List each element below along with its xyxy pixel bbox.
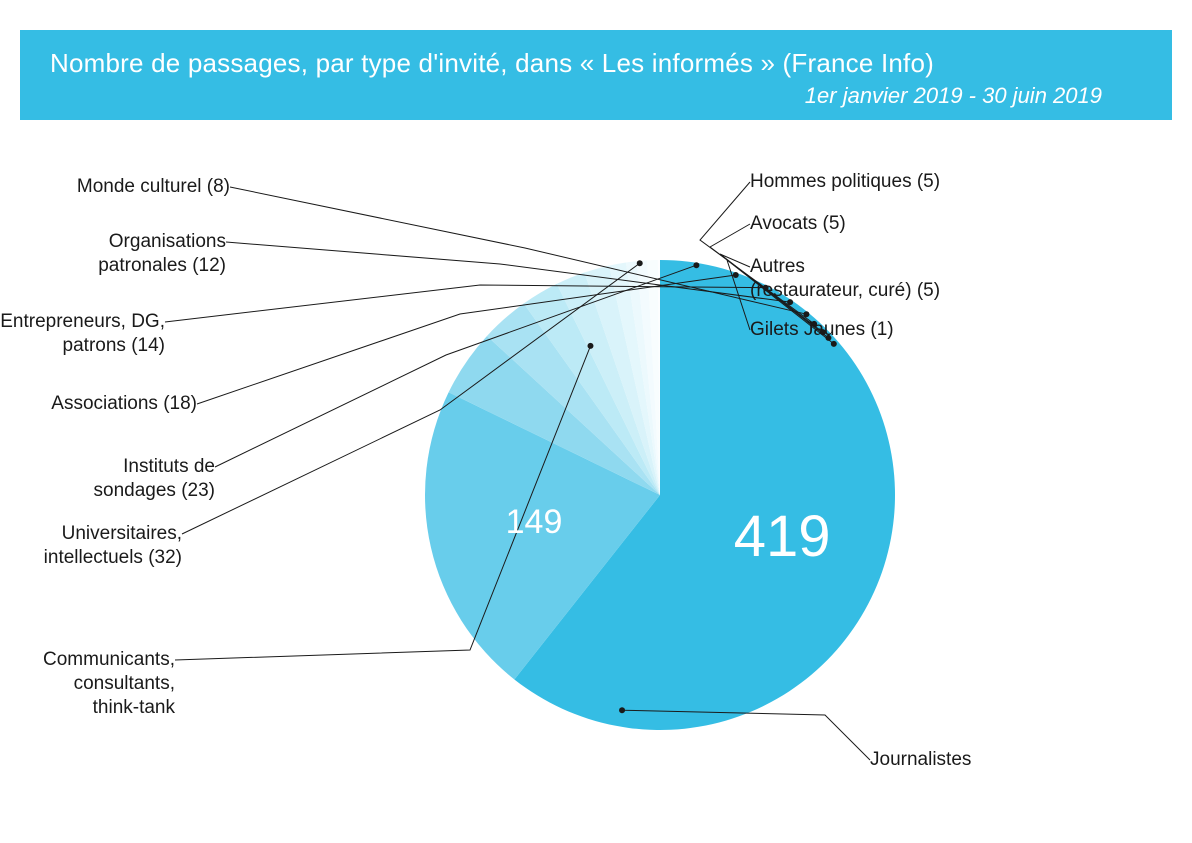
pie-chart: Journalistes Communicants,consultants,thi… — [0, 150, 1192, 830]
slice-label: Journalistes — [870, 748, 971, 772]
slice-label: Avocats (5) — [750, 212, 846, 236]
slice-label: Autres(restaurateur, curé) (5) — [750, 255, 940, 303]
chart-header: Nombre de passages, par type d'invité, d… — [20, 30, 1172, 120]
leader-dot — [619, 707, 625, 713]
slice-inside-value: 419 — [722, 503, 842, 570]
leader-dot — [733, 272, 739, 278]
leader-dot — [637, 260, 643, 266]
leader-dot — [693, 262, 699, 268]
slice-label: Monde culturel (8) — [0, 175, 230, 199]
slice-label: Entrepreneurs, DG,patrons (14) — [0, 310, 165, 358]
slice-label: Organisationspatronales (12) — [0, 230, 226, 278]
chart-title: Nombre de passages, par type d'invité, d… — [50, 48, 1142, 79]
slice-label: Communicants,consultants,think-tank — [0, 648, 175, 719]
leader-dot — [831, 341, 837, 347]
leader-dot — [587, 343, 593, 349]
slice-label: Instituts desondages (23) — [0, 455, 215, 503]
slice-label: Associations (18) — [0, 392, 197, 416]
slice-label: Hommes politiques (5) — [750, 170, 940, 194]
slice-inside-value: 149 — [474, 503, 594, 542]
slice-label: Universitaires,intellectuels (32) — [0, 522, 182, 570]
slice-label: Gilets Jaunes (1) — [750, 318, 894, 342]
chart-subtitle: 1er janvier 2019 - 30 juin 2019 — [50, 83, 1142, 109]
